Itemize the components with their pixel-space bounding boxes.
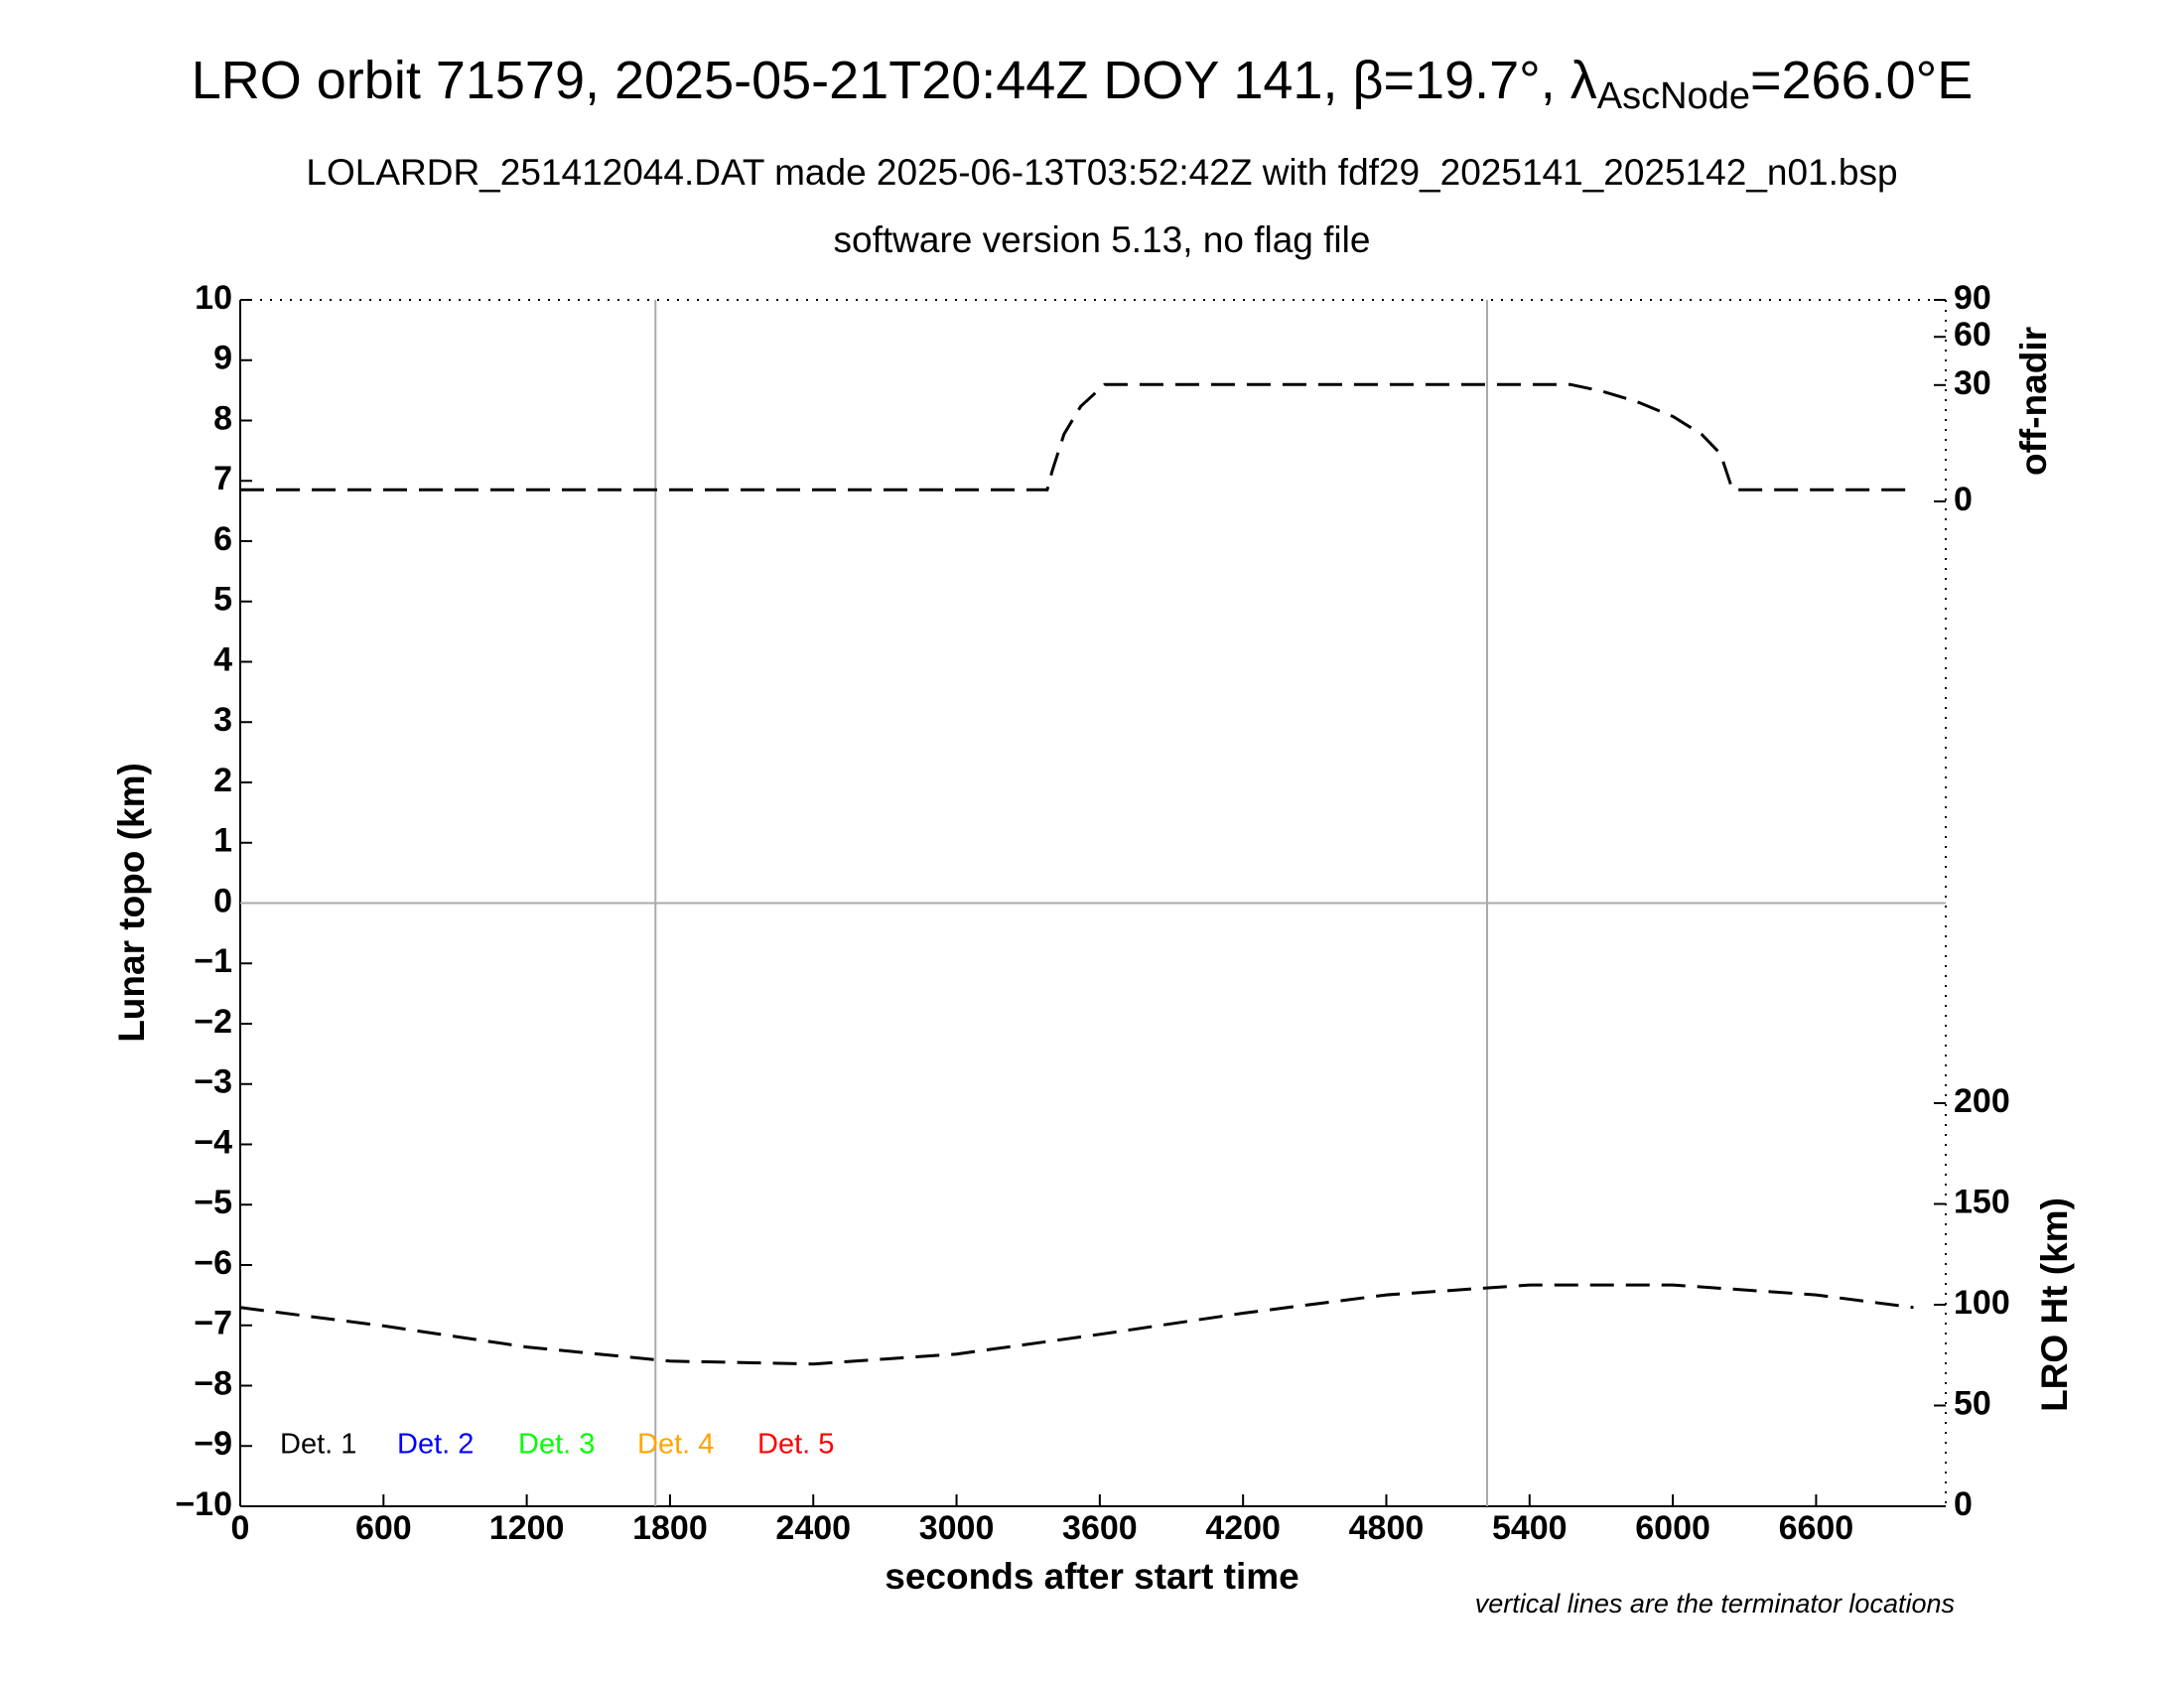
y-tick-label: 4	[213, 640, 232, 678]
x-tick-label: 1800	[632, 1509, 708, 1547]
legend-entry: Det. 3	[518, 1429, 595, 1461]
y2-tick-label: 30	[1954, 364, 1991, 402]
title-subscript: AscNode	[1597, 75, 1750, 117]
y-axis-label: Lunar topo (km)	[111, 763, 152, 1043]
y-tick-label: 8	[213, 399, 232, 437]
x-tick-label: 2400	[775, 1509, 851, 1547]
y-tick-label: −8	[194, 1364, 232, 1402]
line-series	[240, 382, 1914, 492]
y-tick-label: 2	[213, 762, 232, 799]
y2-tick-label: 100	[1954, 1284, 2010, 1322]
y-tick-label: −1	[194, 942, 232, 980]
x-tick-label: 6600	[1779, 1509, 1854, 1547]
y-tick-label: 3	[213, 701, 232, 739]
subtitle: software version 5.13, no flag file	[834, 219, 1371, 260]
y2-tick-label: 200	[1954, 1082, 2010, 1120]
y-tick-label: −2	[194, 1003, 232, 1041]
y-tick-label: 0	[213, 882, 232, 919]
y-tick-label: −3	[194, 1063, 232, 1101]
title-main: LRO orbit 71579, 2025-05-21T20:44Z DOY 1…	[192, 51, 1597, 110]
legend-entry: Det. 5	[757, 1429, 834, 1461]
title-tail: =266.0°E	[1750, 51, 1973, 110]
x-tick-label: 3000	[919, 1509, 995, 1547]
y2-tick-label: 90	[1954, 279, 1991, 317]
subtitle: LOLARDR_251412044.DAT made 2025-06-13T03…	[306, 152, 1897, 193]
x-tick-label: 1200	[489, 1509, 565, 1547]
x-tick-label: 6000	[1635, 1509, 1710, 1547]
x-tick-label: 3600	[1062, 1509, 1138, 1547]
y-tick-label: 6	[213, 520, 232, 558]
x-axis-label: seconds after start time	[885, 1556, 1298, 1597]
y-tick-label: −4	[194, 1123, 232, 1161]
y2-tick-label: 0	[1954, 1485, 1973, 1523]
x-tick-label: 600	[355, 1509, 412, 1547]
y-tick-label: −10	[175, 1485, 232, 1523]
y2-tick-label: 50	[1954, 1384, 1991, 1422]
y3-axis-label: LRO Ht (km)	[2034, 1197, 2075, 1412]
y-tick-label: 9	[213, 340, 232, 377]
legend-entry: Det. 2	[397, 1429, 474, 1461]
x-tick-label: 4800	[1349, 1509, 1425, 1547]
chart-title: LRO orbit 71579, 2025-05-21T20:44Z DOY 1…	[192, 51, 1974, 117]
y-tick-label: 10	[195, 279, 232, 317]
x-tick-label: 4200	[1205, 1509, 1281, 1547]
y2-tick-label: 0	[1954, 481, 1973, 518]
legend-entry: Det. 1	[280, 1429, 356, 1461]
y-tick-label: 1	[213, 822, 232, 860]
y-tick-label: −6	[194, 1244, 232, 1282]
x-tick-label: 0	[231, 1509, 250, 1547]
annotation: vertical lines are the terminator locati…	[1475, 1589, 1955, 1618]
y-tick-label: −7	[194, 1305, 232, 1342]
y-tick-label: 7	[213, 460, 232, 497]
y-tick-label: 5	[213, 581, 232, 619]
y2-tick-label: 150	[1954, 1183, 2010, 1220]
y2-axis-label: off-nadir	[2013, 327, 2054, 476]
legend-entry: Det. 4	[637, 1429, 714, 1461]
x-tick-label: 5400	[1492, 1509, 1568, 1547]
y-tick-label: −9	[194, 1425, 232, 1463]
y2-tick-label: 60	[1954, 316, 1991, 353]
y-tick-label: −5	[194, 1184, 232, 1221]
line-series	[239, 1283, 1914, 1366]
